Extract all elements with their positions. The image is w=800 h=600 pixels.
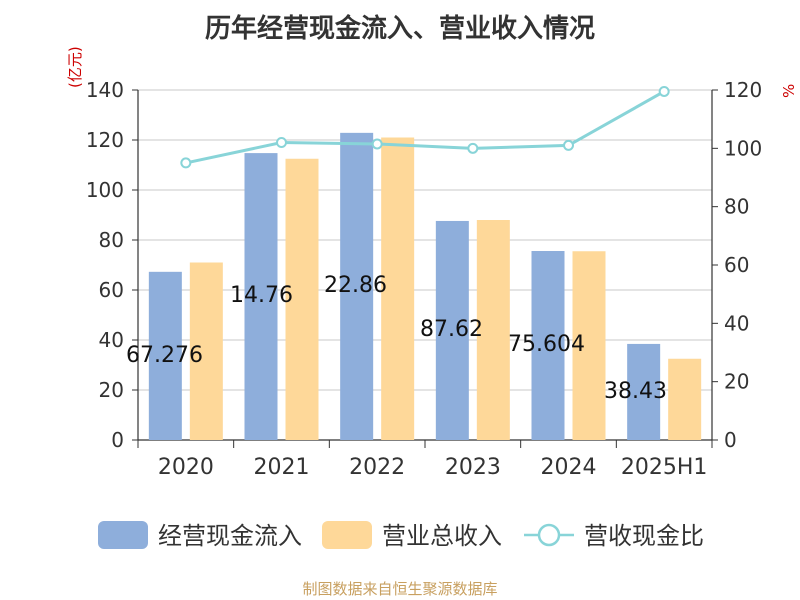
- bar-cash-inflow: [148, 271, 182, 440]
- legend-swatch-ratio-marker: [537, 523, 561, 547]
- x-axis-category-label: 2023: [445, 455, 501, 480]
- ratio-point: [276, 137, 287, 148]
- ratio-point: [371, 138, 383, 150]
- left-axis-tick-label: 140: [86, 78, 124, 102]
- right-axis-tick-label: 0: [724, 428, 737, 452]
- left-axis-tick-label: 60: [99, 278, 124, 302]
- ratio-point: [658, 85, 670, 97]
- legend-swatch-total-revenue: [322, 521, 372, 549]
- legend-swatch-cash-inflow: [98, 521, 148, 549]
- data-label-cash-inflow: 14.76: [230, 283, 293, 308]
- right-axis-tick-label: 20: [724, 370, 749, 394]
- data-label-cash-inflow: 38.43: [604, 379, 667, 404]
- bar-cash-inflow: [244, 153, 278, 440]
- x-axis-category-label: 2025H1: [621, 455, 708, 480]
- ratio-point: [467, 142, 479, 154]
- ratio-point: [180, 157, 192, 169]
- x-axis-category-label: 2021: [254, 455, 310, 480]
- left-axis-tick-label: 120: [86, 128, 124, 152]
- right-axis-tick-label: 60: [724, 253, 749, 277]
- bar-total-revenue: [476, 220, 510, 440]
- x-axis-category-label: 2024: [541, 455, 597, 480]
- bar-total-revenue: [189, 262, 223, 440]
- bar-total-revenue: [668, 358, 702, 440]
- legend-label-total-revenue: 营业总收入: [382, 522, 502, 550]
- ratio-point: [563, 139, 574, 151]
- right-axis-tick-label: 80: [724, 195, 749, 219]
- left-axis-tick-label: 40: [99, 328, 124, 352]
- data-label-cash-inflow: 75.604: [508, 332, 585, 357]
- bar-total-revenue: [381, 137, 415, 440]
- bar-cash-inflow: [340, 132, 374, 440]
- bar-total-revenue: [572, 251, 606, 440]
- bar-cash-inflow: [627, 343, 661, 440]
- legend-label-ratio: 营收现金比: [584, 522, 704, 550]
- left-axis-tick-label: 100: [86, 178, 124, 202]
- data-label-cash-inflow: 67.276: [126, 343, 203, 368]
- data-label-cash-inflow: 22.86: [324, 273, 387, 298]
- x-axis-category-label: 2022: [349, 455, 405, 480]
- data-label-cash-inflow: 87.62: [420, 317, 483, 342]
- right-axis-tick-label: 40: [724, 311, 749, 335]
- left-axis-tick-label: 0: [111, 428, 124, 452]
- bar-total-revenue: [285, 158, 319, 440]
- right-axis-tick-label: 120: [724, 78, 762, 102]
- x-axis-category-label: 2020: [158, 455, 214, 480]
- chart-title: 历年经营现金流入、营业收入情况: [204, 14, 595, 44]
- ratio-line: [185, 90, 665, 165]
- right-axis-tick-label: 100: [724, 136, 762, 160]
- source-note: 制图数据来自恒生聚源数据库: [302, 580, 498, 598]
- left-axis-tick-label: 20: [99, 378, 124, 402]
- legend-label-cash-inflow: 经营现金流入: [158, 522, 302, 550]
- bar-cash-inflow: [435, 220, 469, 440]
- bar-cash-inflow: [531, 251, 565, 440]
- left-axis-tick-label: 80: [99, 228, 124, 252]
